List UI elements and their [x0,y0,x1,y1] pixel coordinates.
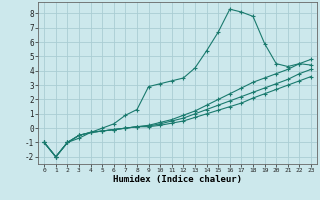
X-axis label: Humidex (Indice chaleur): Humidex (Indice chaleur) [113,175,242,184]
